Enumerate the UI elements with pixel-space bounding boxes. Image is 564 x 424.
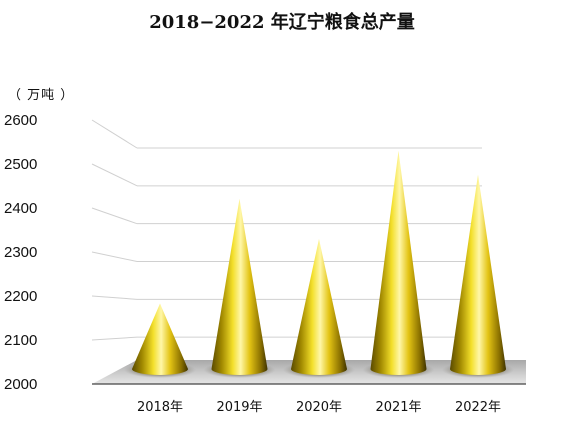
y-tick-label: 2300	[4, 244, 37, 261]
y-tick-label: 2400	[4, 200, 37, 217]
bar-2018年	[124, 303, 196, 378]
bar-2020年	[283, 238, 355, 378]
gridline	[91, 163, 482, 187]
bar-2019年	[203, 198, 276, 378]
gridline	[91, 119, 482, 149]
chart-title: 2018−2022 年辽宁粮食总产量	[149, 12, 415, 33]
x-tick-label: 2018年	[137, 400, 183, 415]
y-axis-unit-label: （ 万吨 ）	[8, 88, 75, 103]
y-tick-label: 2100	[4, 332, 37, 349]
gridline	[91, 207, 482, 225]
bar-2022年	[442, 174, 514, 378]
gridline	[91, 295, 482, 300]
y-tick-label: 2200	[4, 288, 37, 305]
y-tick-label: 2500	[4, 156, 37, 173]
x-tick-label: 2021年	[375, 400, 421, 415]
y-tick-label: 2000	[4, 376, 37, 393]
x-tick-label: 2019年	[216, 400, 262, 415]
gridline	[91, 251, 482, 262]
x-tick-label: 2022年	[455, 400, 501, 415]
y-tick-label: 2600	[4, 112, 37, 129]
x-tick-label: 2020年	[296, 400, 342, 415]
bar-2021年	[362, 150, 435, 378]
